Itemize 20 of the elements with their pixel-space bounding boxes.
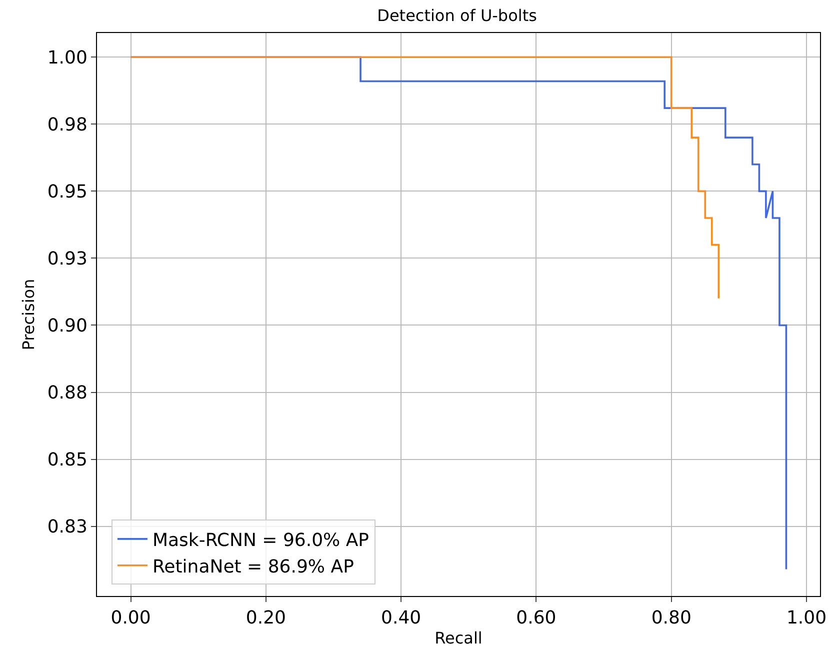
x-axis-title: Recall bbox=[434, 628, 482, 648]
legend-label: Mask-RCNN = 96.0% AP bbox=[152, 530, 370, 551]
x-tick-label: 0.60 bbox=[516, 608, 556, 629]
x-tick-label: 0.40 bbox=[381, 608, 422, 629]
y-axis-title: Precision bbox=[19, 278, 38, 350]
x-tick-label: 0.20 bbox=[246, 608, 286, 629]
y-tick-label: 0.95 bbox=[47, 181, 88, 202]
y-tick-label: 1.00 bbox=[47, 47, 88, 68]
y-tick-label: 0.98 bbox=[47, 114, 88, 136]
x-tick-label: 1.00 bbox=[786, 608, 827, 629]
x-tick-label: 0.80 bbox=[651, 608, 692, 629]
y-tick-label: 0.85 bbox=[47, 450, 88, 471]
line-series bbox=[130, 56, 720, 300]
x-tick-label: 0.00 bbox=[110, 608, 151, 629]
y-tick-label: 0.90 bbox=[47, 316, 88, 337]
chart-title: Detection of U-bolts bbox=[377, 6, 537, 25]
y-tick-label: 0.88 bbox=[47, 382, 88, 404]
y-tick-label: 0.83 bbox=[47, 516, 88, 538]
legend-label: RetinaNet = 86.9% AP bbox=[152, 556, 354, 578]
y-tick-label: 0.93 bbox=[47, 248, 88, 270]
